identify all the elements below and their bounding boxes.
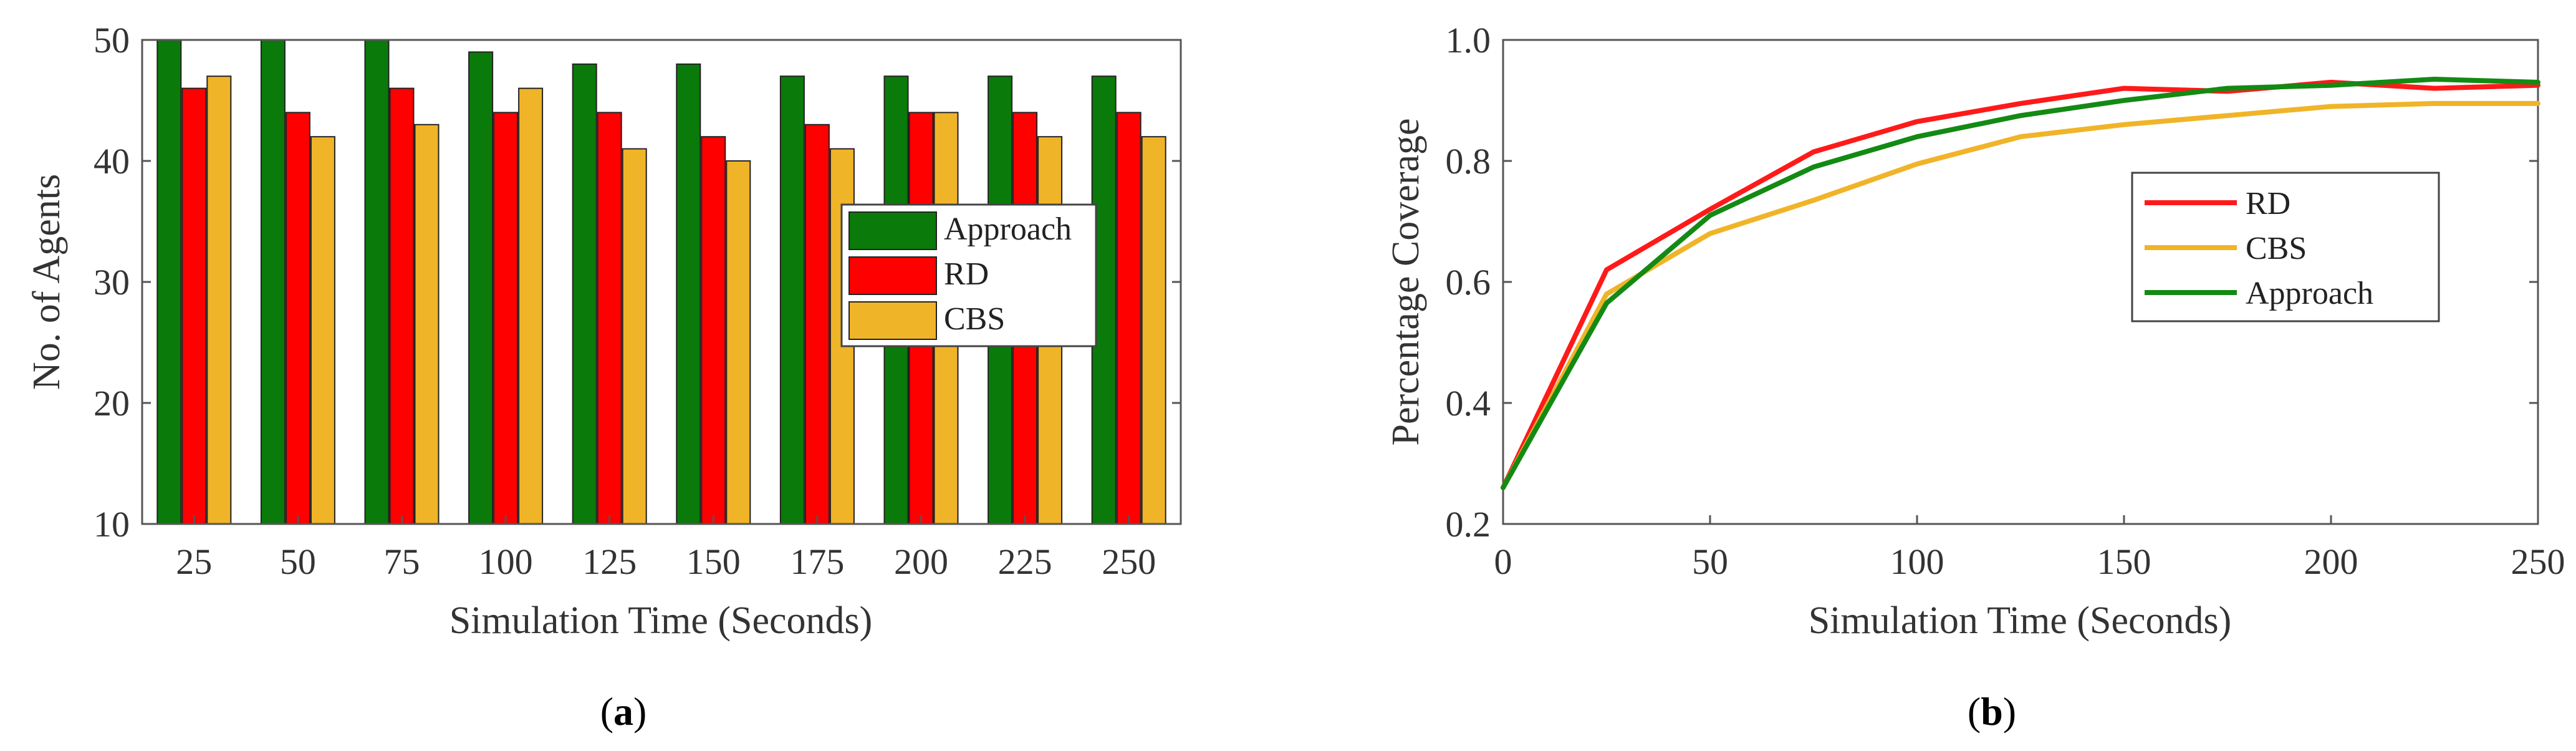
panel-a-xtick-label: 50 bbox=[280, 541, 316, 582]
legend-label-approach: Approach bbox=[944, 211, 1072, 247]
panel-b-ytick-label: 0.8 bbox=[1446, 141, 1491, 182]
bar-approach-150 bbox=[676, 63, 701, 525]
panel-b-lines bbox=[1501, 77, 2540, 490]
bar-rd-150 bbox=[701, 136, 726, 525]
panel-a-ytick-label: 20 bbox=[94, 383, 130, 424]
panel-b-xtick-label: 200 bbox=[2304, 541, 2358, 582]
panel-b-xtick-label: 50 bbox=[1692, 541, 1728, 582]
panel-a-xtick-label: 250 bbox=[1102, 541, 1156, 582]
legend-swatch-rd bbox=[848, 256, 937, 295]
panel-a-xtick-label: 100 bbox=[479, 541, 533, 582]
line-cbs bbox=[1501, 100, 2540, 490]
legend-label-rd: RD bbox=[2246, 186, 2290, 221]
panel-b-caption: (b) bbox=[1968, 689, 2016, 734]
panel-a-xtick-label: 125 bbox=[582, 541, 637, 582]
panel-a-bars bbox=[156, 39, 1166, 525]
panel-b-xtick-label: 100 bbox=[1890, 541, 1944, 582]
legend-label-rd: RD bbox=[944, 256, 989, 292]
panel-b-xtick-label: 0 bbox=[1494, 541, 1512, 582]
panel-a-ticks: 25 50 75 100 125 150 175 200 225 250 10 20 30 40 50 bbox=[94, 20, 1181, 582]
bar-cbs-100 bbox=[518, 87, 544, 525]
bar-cbs-75 bbox=[414, 124, 440, 525]
panel-a-xtick-label: 25 bbox=[176, 541, 212, 582]
bar-cbs-150 bbox=[726, 160, 751, 525]
panel-a-xtick-label: 150 bbox=[686, 541, 741, 582]
panel-b-xtick-label: 150 bbox=[2097, 541, 2151, 582]
bar-rd-175 bbox=[804, 124, 830, 525]
panel-a-ytick-label: 50 bbox=[94, 20, 130, 61]
panel-a-xtick-label: 75 bbox=[384, 541, 420, 582]
bar-cbs-125 bbox=[622, 148, 647, 525]
bar-rd-50 bbox=[285, 112, 310, 525]
panel-b-xlabel: Simulation Time (Seconds) bbox=[1809, 599, 2232, 642]
bar-cbs-25 bbox=[206, 75, 232, 525]
panel-b-ticks: 0 50 100 150 200 250 0.2 0.4 0.6 0.8 1.0 bbox=[1446, 20, 2565, 582]
bar-rd-75 bbox=[389, 87, 415, 525]
panel-b-ytick-label: 0.4 bbox=[1446, 383, 1491, 424]
panel-b-ytick-label: 0.2 bbox=[1446, 504, 1491, 545]
bar-approach-175 bbox=[779, 75, 805, 525]
legend-swatch-approach bbox=[848, 211, 937, 250]
bar-rd-125 bbox=[597, 112, 622, 525]
legend-label-approach: Approach bbox=[2246, 276, 2373, 311]
legend-label-cbs: CBS bbox=[944, 301, 1005, 337]
bar-rd-25 bbox=[181, 87, 207, 525]
panel-b-line-chart: 0 50 100 150 200 250 0.2 0.4 0.6 0.8 1.0 Simulatio… bbox=[1385, 20, 2565, 734]
panel-b-ytick-label: 0.6 bbox=[1446, 262, 1491, 303]
bar-rd-250 bbox=[1116, 112, 1141, 525]
panel-a-ytick-label: 40 bbox=[94, 141, 130, 182]
panel-b-ytick-label: 1.0 bbox=[1446, 20, 1491, 61]
panel-b-ylabel: Percentage Coverage bbox=[1385, 118, 1427, 445]
bar-cbs-50 bbox=[310, 136, 335, 525]
panel-a-xtick-label: 175 bbox=[790, 541, 844, 582]
bar-rd-100 bbox=[493, 112, 519, 525]
bar-approach-75 bbox=[364, 39, 390, 525]
bar-approach-125 bbox=[572, 63, 597, 525]
panel-a-xtick-label: 225 bbox=[998, 541, 1052, 582]
bar-approach-50 bbox=[260, 39, 286, 525]
panel-a-xtick-label: 200 bbox=[894, 541, 948, 582]
panel-a-legend: Approach RD CBS bbox=[840, 203, 1097, 347]
panel-a-ytick-label: 30 bbox=[94, 262, 130, 303]
panel-a-xlabel: Simulation Time (Seconds) bbox=[449, 599, 873, 642]
panel-b-legend: RD CBS Approach bbox=[2131, 172, 2440, 322]
panel-a-bar-chart: 25 50 75 100 125 150 175 200 225 250 10 20 30 40 50 Si… bbox=[26, 20, 1182, 734]
panel-b-xtick-label: 250 bbox=[2511, 541, 2565, 582]
legend-swatch-cbs bbox=[848, 301, 937, 340]
bar-approach-25 bbox=[156, 39, 182, 525]
panel-a-ytick-label: 10 bbox=[94, 504, 130, 545]
legend-label-cbs: CBS bbox=[2246, 231, 2307, 266]
line-approach bbox=[1501, 77, 2540, 490]
panel-a-caption: (a) bbox=[600, 689, 647, 734]
bar-approach-100 bbox=[468, 51, 494, 525]
panel-a-ylabel: No. of Agents bbox=[26, 174, 68, 390]
bar-cbs-250 bbox=[1141, 136, 1166, 525]
